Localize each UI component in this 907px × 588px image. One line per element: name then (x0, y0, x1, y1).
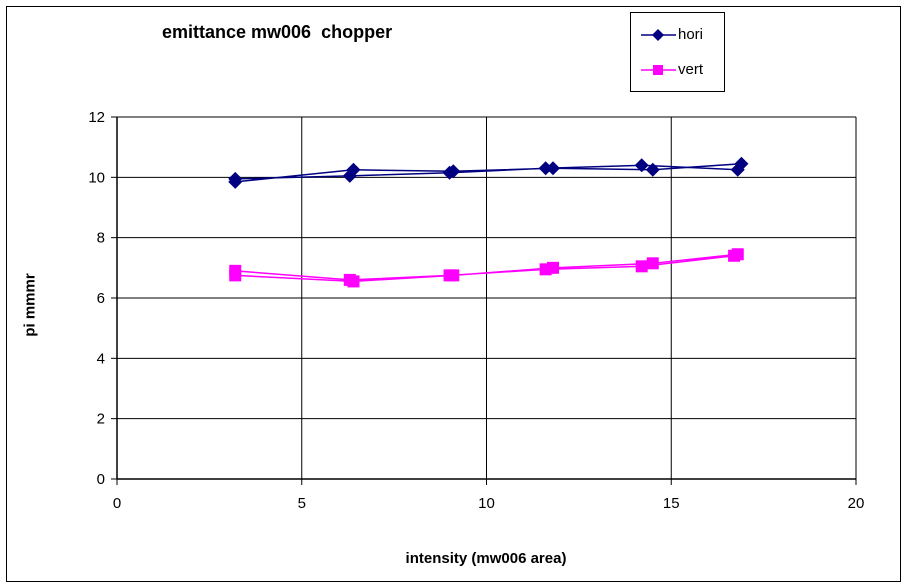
data-point-hori (538, 161, 553, 176)
data-point-hori (342, 168, 357, 183)
legend-item-vert: vert (631, 60, 724, 80)
y-tick-label: 4 (97, 350, 105, 367)
y-axis-label: pi mmmr (21, 273, 39, 337)
data-point-hori (228, 171, 243, 186)
data-point-vert (646, 257, 659, 270)
y-tick-label: 10 (88, 169, 105, 186)
data-point-vert (635, 260, 648, 273)
x-tick-label: 15 (663, 495, 680, 512)
data-point-hori (546, 161, 561, 176)
x-tick-label: 20 (848, 495, 865, 512)
legend-swatch-hori (641, 29, 676, 41)
legend-label-hori: hori (678, 26, 704, 43)
data-point-hori (442, 165, 457, 180)
legend-label-vert: vert (678, 61, 704, 78)
x-tick-label: 5 (298, 495, 306, 512)
x-tick-label: 0 (113, 495, 121, 512)
data-point-vert (443, 269, 456, 282)
y-tick-label: 12 (88, 109, 105, 126)
data-point-hori (634, 158, 649, 173)
chart-frame (6, 6, 901, 582)
y-tick-label: 8 (97, 230, 105, 247)
data-point-vert (728, 249, 741, 262)
data-point-hori (730, 162, 745, 177)
y-tick-label: 6 (97, 290, 105, 307)
x-tick-label: 10 (478, 495, 495, 512)
series-line-hori (235, 162, 743, 183)
legend-item-hori: hori (631, 25, 724, 45)
legend-swatch-vert (641, 65, 676, 75)
legend: hori vert (630, 12, 725, 92)
data-point-hori (645, 162, 660, 177)
y-tick-label: 2 (97, 411, 105, 428)
data-point-vert (343, 273, 356, 286)
data-point-vert (539, 263, 552, 276)
y-tick-label: 0 (97, 471, 105, 488)
chart-title: emittance mw006 chopper (162, 22, 393, 42)
x-axis-label: intensity (mw006 area) (405, 550, 567, 567)
data-point-vert (229, 264, 242, 277)
